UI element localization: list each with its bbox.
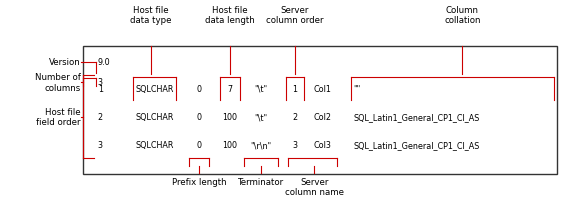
Text: 3: 3 (293, 141, 297, 149)
Text: Server
column order: Server column order (266, 6, 324, 25)
Text: "\r\n": "\r\n" (250, 141, 272, 149)
Text: 100: 100 (223, 113, 237, 121)
Text: Col3: Col3 (314, 141, 332, 149)
Text: 1: 1 (98, 85, 103, 93)
Text: 100: 100 (223, 141, 237, 149)
Text: Host file
field order: Host file field order (36, 107, 81, 127)
Text: Host file
data type: Host file data type (130, 6, 172, 25)
Text: SQL_Latin1_General_CP1_CI_AS: SQL_Latin1_General_CP1_CI_AS (354, 141, 480, 149)
Text: 7: 7 (227, 85, 233, 93)
Text: Terminator: Terminator (238, 177, 284, 186)
Text: 9.0: 9.0 (98, 58, 110, 67)
Text: Col1: Col1 (314, 85, 332, 93)
Text: SQLCHAR: SQLCHAR (135, 113, 174, 121)
Text: 3: 3 (98, 141, 103, 149)
Text: SQLCHAR: SQLCHAR (135, 141, 174, 149)
Text: 0: 0 (197, 141, 201, 149)
Text: SQLCHAR: SQLCHAR (135, 85, 174, 93)
Text: Col2: Col2 (314, 113, 332, 121)
Text: "\t": "\t" (254, 113, 268, 121)
Text: Version: Version (49, 58, 81, 67)
Text: Prefix length: Prefix length (172, 177, 226, 186)
Text: "": "" (354, 85, 361, 93)
Text: "\t": "\t" (254, 85, 268, 93)
Text: 0: 0 (197, 85, 201, 93)
Text: 2: 2 (98, 113, 103, 121)
Text: Server
column name: Server column name (285, 177, 344, 196)
Text: 1: 1 (293, 85, 297, 93)
Bar (83, 47, 557, 174)
Text: Column
collation: Column collation (444, 6, 481, 25)
Text: SQL_Latin1_General_CP1_CI_AS: SQL_Latin1_General_CP1_CI_AS (354, 113, 480, 121)
Text: Number of
columns: Number of columns (35, 73, 81, 92)
Text: 3: 3 (98, 78, 103, 87)
Text: Host file
data length: Host file data length (205, 6, 255, 25)
Text: 0: 0 (197, 113, 201, 121)
Text: 2: 2 (292, 113, 298, 121)
